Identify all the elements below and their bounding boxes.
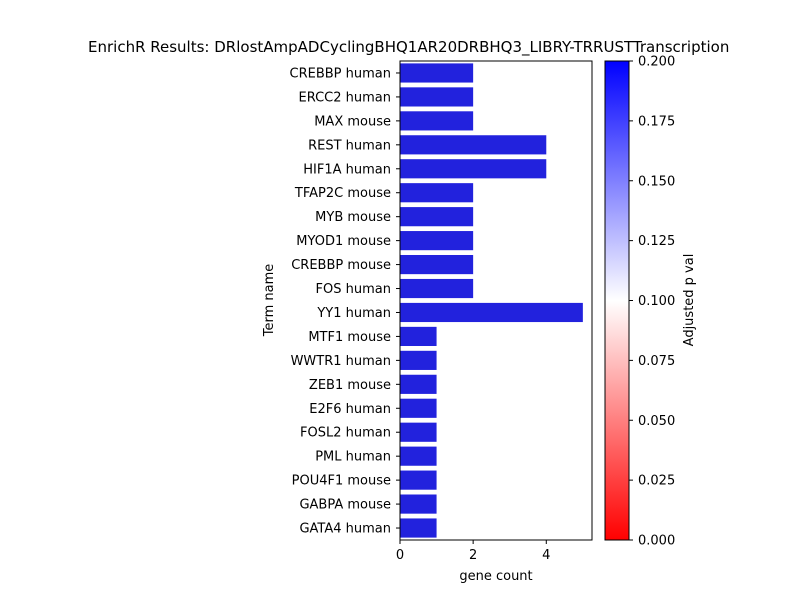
bar (400, 302, 583, 323)
bar (400, 446, 437, 466)
bar (400, 398, 437, 418)
bar (400, 326, 437, 347)
chart-title: EnrichR Results: DRlostAmpADCyclingBHQ1A… (88, 38, 729, 57)
bar (400, 422, 437, 442)
bar (400, 374, 437, 394)
bar (400, 135, 547, 155)
bar (400, 207, 474, 227)
y-tick-label: PML human (315, 450, 391, 465)
y-tick-label: TFAP2C mouse (294, 186, 391, 201)
y-tick-label: MYB mouse (315, 210, 391, 225)
bar (400, 159, 547, 179)
plot-frame (399, 60, 593, 541)
y-tick-label: E2F6 human (309, 402, 391, 417)
colorbar-tick-label: 0.200 (638, 55, 675, 70)
y-tick-label: FOSL2 human (300, 426, 391, 441)
bar (400, 470, 437, 490)
colorbar-tick-label: 0.050 (638, 414, 675, 429)
x-ticks: 0 2 4 (396, 540, 550, 563)
y-tick-label: GATA4 human (299, 522, 391, 537)
x-axis-label: gene count (459, 569, 532, 584)
y-tick-labels: CREBBP human ERCC2 human MAX mouse REST hum… (290, 66, 400, 537)
bar (400, 87, 474, 107)
y-tick-label: MAX mouse (314, 114, 391, 129)
y-tick-label: ERCC2 human (298, 90, 391, 105)
y-tick-label: CREBBP human (290, 66, 391, 81)
bar (400, 111, 474, 131)
y-tick-label: FOS human (316, 282, 391, 297)
bar (400, 278, 474, 299)
y-tick-label: YY1 human (316, 306, 391, 321)
colorbar (604, 60, 630, 541)
y-tick-label: WWTR1 human (291, 354, 391, 369)
colorbar-tick-label: 0.025 (638, 474, 675, 489)
x-tick-label: 2 (469, 548, 477, 563)
colorbar-ticks: 0.000 0.025 0.050 0.075 0.100 0.125 0.150 0.175… (629, 55, 675, 549)
colorbar-tick-label: 0.000 (638, 534, 675, 549)
colorbar-tick-label: 0.175 (638, 114, 675, 129)
y-tick-label: HIF1A human (303, 162, 391, 177)
bar (400, 518, 437, 538)
y-tick-label: ZEB1 mouse (309, 378, 391, 393)
colorbar-tick-label: 0.075 (638, 354, 675, 369)
colorbar-tick-label: 0.125 (638, 234, 675, 249)
bar (400, 494, 437, 514)
x-tick-label: 0 (396, 548, 404, 563)
y-axis-label: Term name (262, 264, 277, 338)
x-tick-label: 4 (542, 548, 550, 563)
y-tick-label: REST human (308, 138, 391, 153)
colorbar-label: Adjusted p val (682, 254, 697, 347)
bar (400, 350, 437, 370)
colorbar-tick-label: 0.100 (638, 294, 675, 309)
y-tick-label: GABPA mouse (299, 498, 391, 513)
bar (400, 254, 474, 275)
bar (400, 63, 474, 83)
colorbar-tick-label: 0.150 (638, 174, 675, 189)
bar (400, 231, 474, 251)
y-tick-label: MTF1 mouse (308, 330, 391, 345)
bar (400, 183, 474, 203)
y-tick-label: MYOD1 mouse (296, 234, 391, 249)
y-tick-label: CREBBP mouse (291, 258, 391, 273)
bars (400, 63, 583, 538)
y-tick-label: POU4F1 mouse (292, 474, 391, 489)
